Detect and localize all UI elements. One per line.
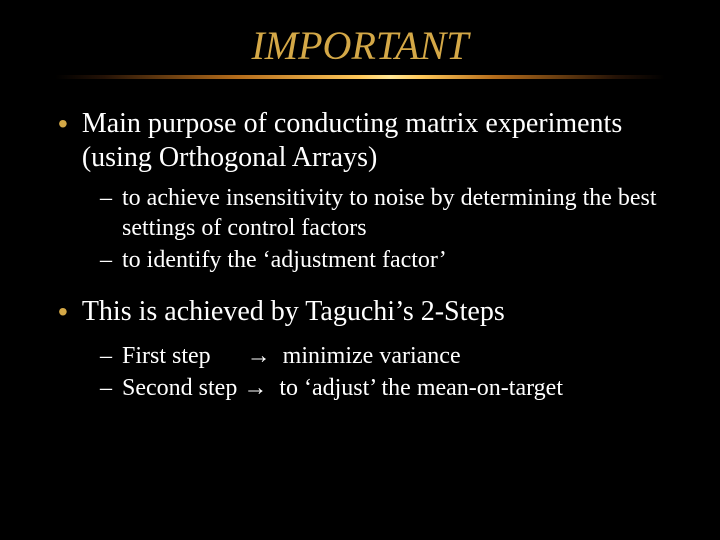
bullet-level1: • Main purpose of conducting matrix expe… xyxy=(58,107,680,175)
title-underline-wrap xyxy=(0,75,720,79)
bullet-level2: – to identify the ‘adjustment factor’ xyxy=(100,245,680,275)
title-underline xyxy=(55,75,665,79)
bullet1-text: This is achieved by Taguchi’s 2-Steps xyxy=(82,295,505,329)
bullet-level1: • This is achieved by Taguchi’s 2-Steps xyxy=(58,295,680,329)
bullet-dash-icon: – xyxy=(100,183,112,213)
spacer xyxy=(58,277,680,295)
bullet-level2: – First step → minimize variance xyxy=(100,341,680,371)
bullet-dash-icon: – xyxy=(100,245,112,275)
bullet2-text: to identify the ‘adjustment factor’ xyxy=(122,245,447,275)
bullet-level2: – to achieve insensitivity to noise by d… xyxy=(100,183,680,243)
bullet2-text: to achieve insensitivity to noise by det… xyxy=(122,183,680,243)
bullet-dash-icon: – xyxy=(100,373,112,403)
bullet-dot-icon: • xyxy=(58,107,68,141)
bullet-level2: – Second step → to ‘adjust’ the mean-on-… xyxy=(100,373,680,403)
slide-content: • Main purpose of conducting matrix expe… xyxy=(0,107,720,403)
bullet-dash-icon: – xyxy=(100,341,112,371)
bullet2-text: Second step → to ‘adjust’ the mean-on-ta… xyxy=(122,373,563,403)
bullet2-text: First step → minimize variance xyxy=(122,341,461,371)
bullet1-text: Main purpose of conducting matrix experi… xyxy=(82,107,680,175)
slide-title: IMPORTANT xyxy=(0,0,720,75)
bullet-dot-icon: • xyxy=(58,295,68,329)
